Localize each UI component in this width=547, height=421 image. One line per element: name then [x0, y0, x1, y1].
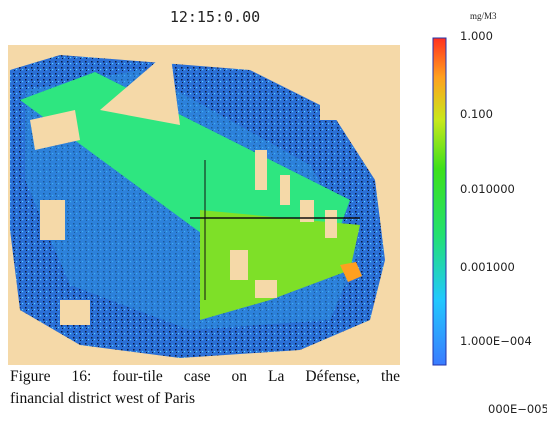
- colorbar-label: 000E−005: [488, 402, 547, 416]
- building: [325, 210, 337, 238]
- caption-line: financial district west of Paris: [10, 390, 310, 408]
- building: [280, 175, 290, 205]
- colorbar-label: 1.000E−004: [460, 334, 532, 348]
- colorbar-label: 0.010000: [460, 182, 515, 196]
- colorbar: [433, 38, 446, 365]
- building: [60, 300, 90, 325]
- colorbar-label: 0.100: [460, 107, 493, 121]
- colorbar-unit: mg/M3: [470, 11, 497, 21]
- simulation-map: [8, 45, 400, 365]
- building: [320, 60, 390, 120]
- time-label: 12:15:0.00: [170, 8, 260, 26]
- colorbar-label: 0.001000: [460, 260, 515, 274]
- figure: 12:15:0.00 mg/M3 1.000 0.100 0.010000 0.…: [0, 0, 547, 421]
- building: [255, 150, 267, 190]
- building: [40, 200, 65, 240]
- building: [255, 280, 277, 298]
- colorbar-label: 1.000: [460, 29, 493, 43]
- page: 12:15:0.00 mg/M3 1.000 0.100 0.010000 0.…: [0, 0, 547, 421]
- building: [230, 250, 248, 280]
- caption-line: Figure 16: four-tile case on La Défense,…: [10, 368, 400, 386]
